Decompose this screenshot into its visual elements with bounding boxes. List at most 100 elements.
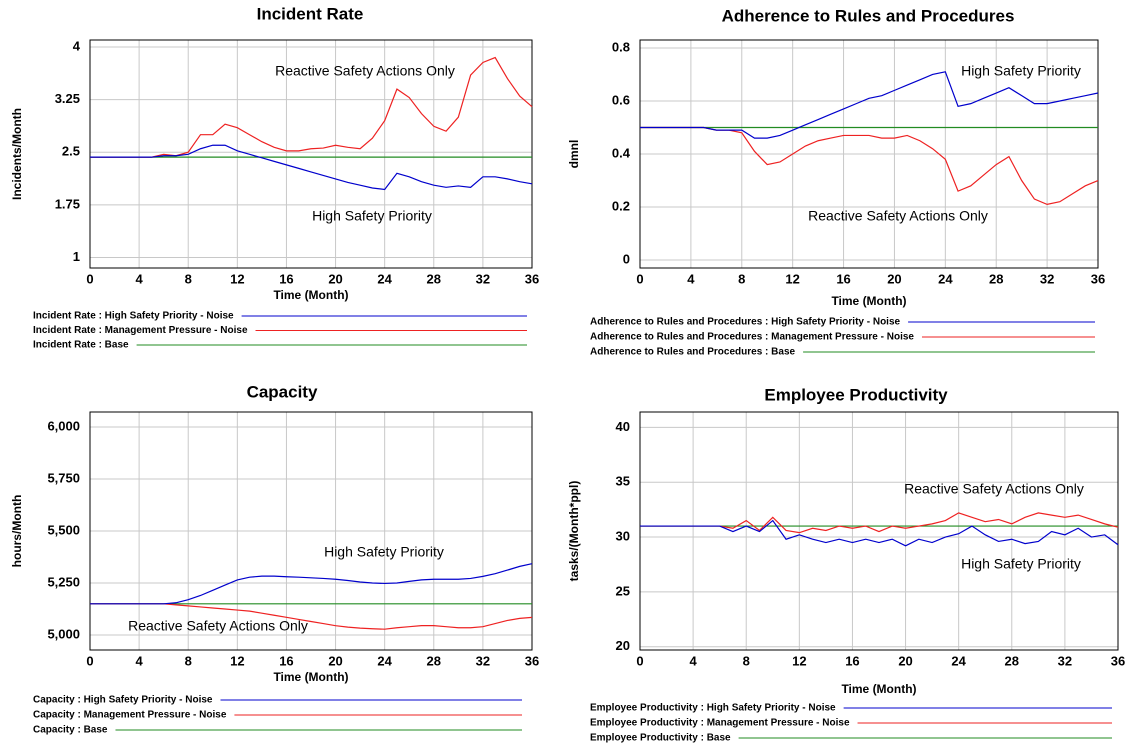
x-tick-label: 8 <box>185 271 192 286</box>
x-tick-label: 16 <box>845 653 859 668</box>
series-line <box>90 563 533 605</box>
annotation: High Safety Priority <box>324 544 444 560</box>
y-tick-label: 2.5 <box>62 144 80 159</box>
x-tick-label: 16 <box>279 653 293 668</box>
x-tick-label: 0 <box>636 271 643 286</box>
y-tick-label: 40 <box>616 419 630 434</box>
chart-title: Employee Productivity <box>764 385 948 404</box>
series-line <box>90 56 533 158</box>
chart-title: Incident Rate <box>257 4 364 23</box>
y-tick-label: 30 <box>616 528 630 543</box>
legend-label: Adherence to Rules and Procedures : Mana… <box>590 332 914 343</box>
x-tick-label: 4 <box>687 271 695 286</box>
plot-border <box>89 411 533 651</box>
chart-title: Adherence to Rules and Procedures <box>722 6 1015 25</box>
x-tick-label: 32 <box>476 271 490 286</box>
x-tick-label: 8 <box>185 653 192 668</box>
annotation: High Safety Priority <box>961 63 1081 79</box>
x-tick-label: 20 <box>898 653 912 668</box>
legend-label: Capacity : Base <box>33 725 108 736</box>
x-tick-label: 32 <box>1040 271 1054 286</box>
x-axis-label: Time (Month) <box>273 288 348 302</box>
y-tick-label: 5,250 <box>47 574 80 589</box>
x-tick-label: 24 <box>377 271 392 286</box>
annotation: Reactive Safety Actions Only <box>904 481 1084 497</box>
legend-label: Capacity : High Safety Priority - Noise <box>33 695 213 706</box>
plot-border <box>639 411 1119 651</box>
x-tick-label: 36 <box>1091 271 1105 286</box>
annotation: Reactive Safety Actions Only <box>808 208 988 224</box>
x-tick-label: 4 <box>689 653 697 668</box>
x-tick-label: 12 <box>792 653 806 668</box>
x-tick-label: 28 <box>1005 653 1019 668</box>
x-tick-label: 12 <box>785 271 799 286</box>
series-line <box>640 519 1119 547</box>
x-tick-label: 32 <box>476 653 490 668</box>
x-tick-label: 8 <box>743 653 750 668</box>
x-tick-label: 36 <box>1111 653 1125 668</box>
legend-label: Incident Rate : Base <box>33 340 129 351</box>
x-tick-label: 28 <box>989 271 1003 286</box>
legend-label: Capacity : Management Pressure - Noise <box>33 710 227 721</box>
y-tick-label: 5,500 <box>47 522 80 537</box>
y-tick-label: 6,000 <box>47 418 80 433</box>
x-tick-label: 0 <box>636 653 643 668</box>
chart-title: Capacity <box>247 382 318 401</box>
y-axis-label: Incidents/Month <box>10 108 24 200</box>
y-tick-label: 5,000 <box>47 626 80 641</box>
x-tick-label: 28 <box>427 653 441 668</box>
x-tick-label: 16 <box>836 271 850 286</box>
y-tick-label: 0 <box>623 251 630 266</box>
x-tick-label: 24 <box>951 653 966 668</box>
annotation: Reactive Safety Actions Only <box>275 63 455 79</box>
x-tick-label: 12 <box>230 653 244 668</box>
y-tick-label: 3.25 <box>55 91 80 106</box>
legend-label: Adherence to Rules and Procedures : High… <box>590 317 901 328</box>
x-tick-label: 28 <box>427 271 441 286</box>
y-tick-label: 0.2 <box>612 198 630 213</box>
x-axis-label: Time (Month) <box>831 294 906 308</box>
y-tick-label: 1 <box>73 249 80 264</box>
x-tick-label: 36 <box>525 653 539 668</box>
legend-label: Adherence to Rules and Procedures : Base <box>590 347 796 358</box>
series-line <box>640 71 1099 139</box>
y-axis-label: dmnl <box>567 140 581 169</box>
y-axis-label: hours/Month <box>10 495 24 568</box>
annotation: Reactive Safety Actions Only <box>128 618 308 634</box>
x-tick-label: 20 <box>328 653 342 668</box>
x-tick-label: 36 <box>525 271 539 286</box>
y-tick-label: 5,750 <box>47 470 80 485</box>
x-tick-label: 20 <box>328 271 342 286</box>
annotation: High Safety Priority <box>961 556 1081 572</box>
y-tick-label: 25 <box>616 583 630 598</box>
series-line <box>90 144 533 191</box>
y-tick-label: 0.8 <box>612 39 630 54</box>
y-tick-label: 20 <box>616 638 630 653</box>
x-tick-label: 32 <box>1058 653 1072 668</box>
x-axis-label: Time (Month) <box>273 670 348 684</box>
annotation: High Safety Priority <box>312 208 432 224</box>
plot-border <box>89 39 533 269</box>
y-tick-label: 0.4 <box>612 145 631 160</box>
x-tick-label: 12 <box>230 271 244 286</box>
y-tick-label: 1.75 <box>55 196 80 211</box>
y-tick-label: 0.6 <box>612 92 630 107</box>
y-tick-label: 35 <box>616 474 630 489</box>
legend-label: Employee Productivity : Base <box>590 733 731 744</box>
y-tick-label: 4 <box>73 38 81 53</box>
legend-label: Employee Productivity : High Safety Prio… <box>590 703 836 714</box>
x-tick-label: 0 <box>86 653 93 668</box>
x-tick-label: 4 <box>135 271 143 286</box>
y-axis-label: tasks/(Month*ppl) <box>567 481 581 582</box>
legend-label: Incident Rate : High Safety Priority - N… <box>33 311 234 322</box>
x-tick-label: 24 <box>377 653 392 668</box>
x-tick-label: 0 <box>86 271 93 286</box>
x-tick-label: 20 <box>887 271 901 286</box>
plot-border <box>639 39 1099 269</box>
x-tick-label: 16 <box>279 271 293 286</box>
legend-label: Incident Rate : Management Pressure - No… <box>33 325 248 336</box>
x-tick-label: 8 <box>738 271 745 286</box>
x-tick-label: 24 <box>938 271 953 286</box>
legend-label: Employee Productivity : Management Press… <box>590 718 850 729</box>
